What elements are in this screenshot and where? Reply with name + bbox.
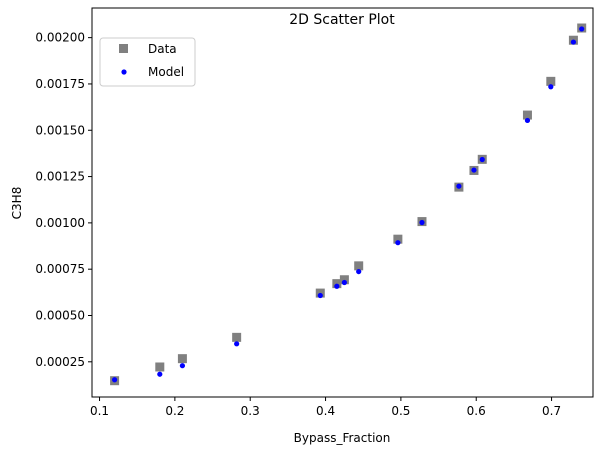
x-tick-label: 0.7 xyxy=(542,404,561,418)
y-tick-label: 0.00100 xyxy=(35,216,85,230)
model-point-circle xyxy=(334,283,340,289)
model-point-circle xyxy=(456,183,462,189)
y-axis-label: C3H8 xyxy=(10,187,24,220)
model-point-circle xyxy=(234,341,240,347)
y-tick-label: 0.00025 xyxy=(35,355,85,369)
legend-marker-data xyxy=(119,44,128,53)
data-point-square xyxy=(177,354,187,364)
x-axis-label: Bypass_Fraction xyxy=(294,431,391,445)
x-tick-label: 0.4 xyxy=(316,404,335,418)
y-tick-label: 0.00075 xyxy=(35,262,85,276)
model-point-circle xyxy=(395,240,401,246)
model-point-circle xyxy=(479,156,485,163)
model-point-circle xyxy=(112,377,118,383)
model-point-circle xyxy=(419,219,425,226)
data-point-square xyxy=(522,110,532,120)
y-tick-label: 0.00050 xyxy=(35,308,85,322)
legend-label-model: Model xyxy=(148,65,184,79)
y-axis-ticks: 0.00025 0.00050 0.00075 0.00100 0.00125 0.001… xyxy=(35,31,92,369)
legend-label-data: Data xyxy=(148,42,177,56)
y-tick-label: 0.00175 xyxy=(35,77,85,91)
data-point-square xyxy=(232,332,242,342)
y-tick-label: 0.00125 xyxy=(35,170,85,184)
data-point-square xyxy=(546,76,556,86)
data-point-square xyxy=(339,275,349,285)
points-layer xyxy=(110,23,587,386)
model-point-circle xyxy=(179,363,186,369)
data-point-square xyxy=(393,234,403,244)
x-tick-label: 0.3 xyxy=(241,404,260,418)
x-axis-ticks: 0.1 0.2 0.3 0.4 0.5 0.6 0.7 xyxy=(90,397,561,418)
chart-title: 2D Scatter Plot xyxy=(289,12,395,28)
y-tick-label: 0.00150 xyxy=(35,123,85,137)
data-point-square xyxy=(155,362,165,372)
x-tick-label: 0.6 xyxy=(467,404,486,418)
model-point-circle xyxy=(579,26,585,32)
model-point-circle xyxy=(341,279,347,286)
x-tick-label: 0.5 xyxy=(391,404,410,418)
model-point-circle xyxy=(356,268,362,275)
model-point-circle xyxy=(570,39,577,45)
data-point-square xyxy=(354,261,364,271)
legend-marker-model xyxy=(121,69,127,75)
model-point-circle xyxy=(471,167,477,173)
legend: Data Model xyxy=(99,37,196,87)
plot-frame xyxy=(91,7,594,398)
model-point-circle xyxy=(548,84,554,90)
model-point-circle xyxy=(317,292,323,299)
x-tick-label: 0.2 xyxy=(165,404,184,418)
model-point-circle xyxy=(524,117,531,124)
y-tick-label: 0.00200 xyxy=(35,31,85,45)
x-tick-label: 0.1 xyxy=(90,404,109,418)
model-point-circle xyxy=(157,371,163,377)
